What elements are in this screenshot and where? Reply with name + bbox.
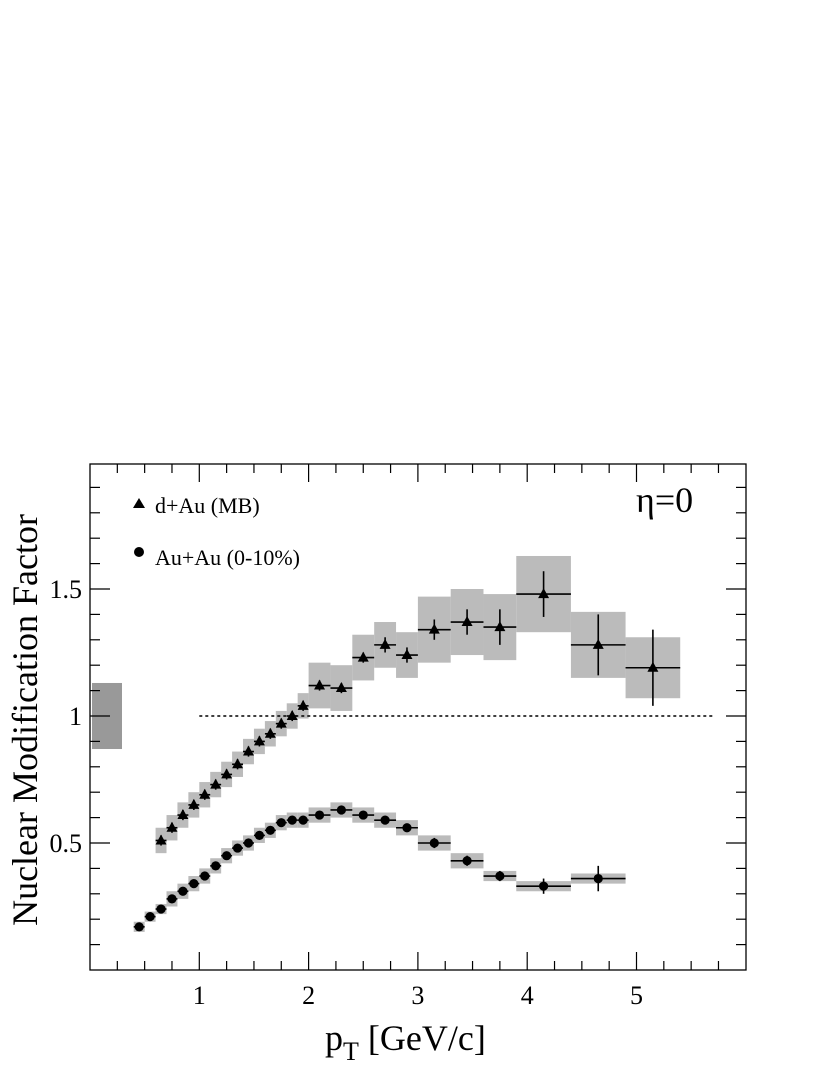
legend: d+Au (MB) Au+Au (0-10%) xyxy=(133,493,300,570)
data-point-auau xyxy=(156,904,166,914)
data-point-auau xyxy=(232,843,243,853)
eta-annotation: η=0 xyxy=(636,480,693,520)
y-tick-label: 0.5 xyxy=(50,829,83,858)
data-point-dau xyxy=(242,745,254,756)
data-point-dau xyxy=(221,768,233,779)
data-point-dau xyxy=(314,679,326,690)
x-tick-label: 2 xyxy=(302,981,315,1010)
data-point-auau xyxy=(134,922,144,932)
data-point-dau xyxy=(379,638,391,649)
data-point-dau xyxy=(297,699,309,710)
legend-label-dau: d+Au (MB) xyxy=(155,493,260,518)
legend-label-auau: Au+Au (0-10%) xyxy=(155,545,300,570)
y-axis-title: Nuclear Modification Factor xyxy=(5,514,45,926)
systematic-boxes xyxy=(92,555,681,932)
data-point-auau xyxy=(593,873,603,884)
y-tick-label: 1 xyxy=(69,702,82,731)
legend-marker-triangle xyxy=(133,498,145,508)
data-point-auau xyxy=(358,810,368,820)
data-point-dau xyxy=(253,735,265,746)
data-point-auau xyxy=(287,815,297,825)
data-point-dau xyxy=(177,809,189,820)
data-point-dau xyxy=(210,778,222,789)
data-point-auau xyxy=(243,838,254,848)
data-point-dau xyxy=(264,727,276,738)
data-point-dau xyxy=(286,710,298,720)
data-point-auau xyxy=(222,851,232,861)
x-tick-label: 4 xyxy=(521,981,534,1010)
data-point-auau xyxy=(167,894,177,904)
data-point-dau xyxy=(166,821,178,832)
data-point-dau xyxy=(199,788,211,799)
data-point-auau xyxy=(462,856,472,866)
x-tick-label: 1 xyxy=(193,981,206,1010)
data-point-auau xyxy=(211,861,221,871)
data-point-auau xyxy=(145,912,155,922)
data-point-dau xyxy=(232,758,244,769)
data-point-dau xyxy=(155,834,167,845)
data-point-auau xyxy=(200,871,210,881)
data-point-auau xyxy=(336,805,346,815)
data-point-dau xyxy=(275,717,287,728)
x-tick-label: 5 xyxy=(630,981,643,1010)
data-point-dau xyxy=(335,682,347,693)
data-point-auau xyxy=(429,838,439,848)
data-point-dau xyxy=(428,623,440,634)
data-point-dau xyxy=(647,661,659,672)
legend-marker-circle xyxy=(134,547,144,557)
data-point-dau xyxy=(538,588,550,599)
y-tick-label: 1.5 xyxy=(50,575,83,604)
axis-ticks xyxy=(90,464,746,970)
data-point-auau xyxy=(314,810,325,820)
x-tick-label: 3 xyxy=(411,981,424,1010)
data-markers xyxy=(134,588,659,932)
data-point-auau xyxy=(189,879,199,889)
data-point-auau xyxy=(178,886,188,896)
plot-frame xyxy=(89,463,747,971)
data-point-dau xyxy=(494,621,506,632)
data-point-dau xyxy=(592,638,604,649)
data-point-auau xyxy=(495,871,505,881)
data-point-auau xyxy=(298,815,308,825)
data-point-auau xyxy=(402,823,412,833)
data-point-auau xyxy=(538,881,549,891)
data-point-dau xyxy=(401,649,413,660)
x-axis-title: pT [GeV/c] xyxy=(325,1018,486,1066)
data-point-dau xyxy=(357,651,369,662)
tick-labels: 1 2 3 4 5 0.5 1 1.5 xyxy=(50,575,644,1010)
data-point-auau xyxy=(276,818,286,828)
data-point-dau xyxy=(461,616,473,627)
data-point-auau xyxy=(254,830,265,840)
data-point-dau xyxy=(188,798,200,809)
data-point-auau xyxy=(265,825,275,835)
data-point-auau xyxy=(380,815,390,825)
